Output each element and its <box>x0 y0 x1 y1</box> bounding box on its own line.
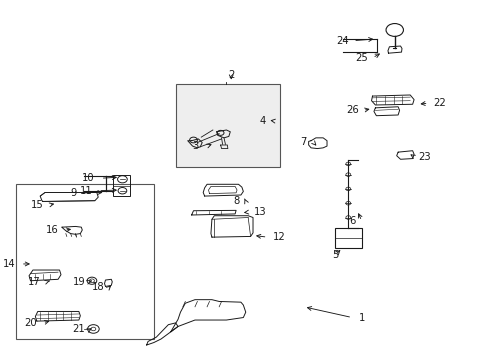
Text: 21: 21 <box>72 324 85 334</box>
Text: 8: 8 <box>232 197 239 206</box>
Text: 24: 24 <box>336 36 348 46</box>
Text: 3: 3 <box>191 141 198 151</box>
Text: 9: 9 <box>71 188 77 198</box>
Bar <box>175 84 279 167</box>
Text: 25: 25 <box>355 53 367 63</box>
Text: 12: 12 <box>273 232 285 242</box>
Text: 19: 19 <box>72 277 85 287</box>
Text: 16: 16 <box>46 225 59 235</box>
Text: 20: 20 <box>24 318 37 328</box>
Text: 5: 5 <box>331 250 338 260</box>
Bar <box>113 175 129 197</box>
Polygon shape <box>40 193 98 202</box>
Bar <box>335 228 361 248</box>
Text: 6: 6 <box>348 216 355 226</box>
Text: 23: 23 <box>418 152 430 162</box>
Text: 7: 7 <box>300 138 306 148</box>
Text: 10: 10 <box>82 173 95 183</box>
Text: 26: 26 <box>345 105 358 115</box>
Text: 11: 11 <box>80 186 92 196</box>
Text: 1: 1 <box>358 312 364 323</box>
Text: 17: 17 <box>27 277 40 287</box>
Text: 15: 15 <box>30 200 43 210</box>
Text: 4: 4 <box>259 116 265 126</box>
Text: 2: 2 <box>227 69 234 80</box>
Text: 18: 18 <box>92 282 104 292</box>
Text: 14: 14 <box>2 259 15 269</box>
Text: 13: 13 <box>253 207 266 217</box>
Bar <box>16 184 154 339</box>
Text: 22: 22 <box>432 98 445 108</box>
